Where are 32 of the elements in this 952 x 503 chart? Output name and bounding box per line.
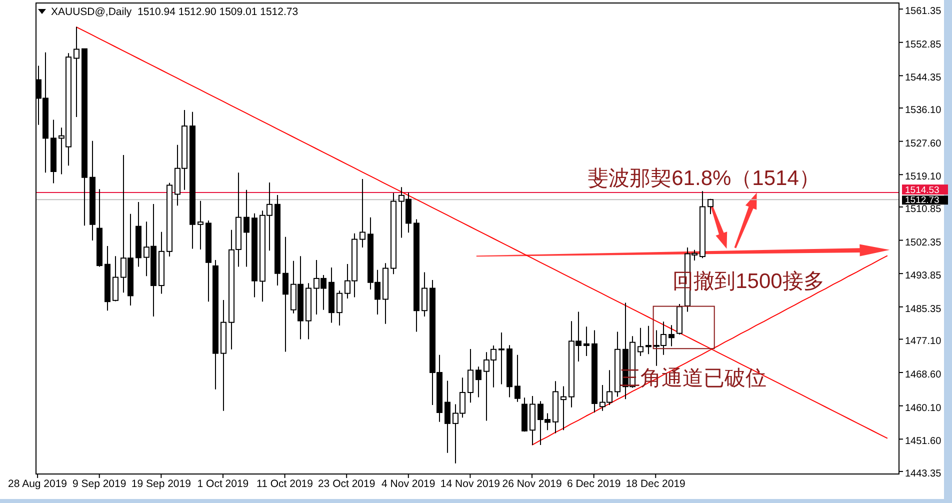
price-label: 1512.73 — [902, 195, 948, 206]
y-tick-label: 1519.10 — [905, 172, 942, 183]
x-tick-label: 4 Nov 2019 — [382, 478, 436, 490]
y-tick-label: 1443.35 — [905, 468, 942, 480]
x-tick-label: 18 Dec 2019 — [626, 478, 686, 490]
y-tick-label: 1502.35 — [905, 237, 942, 248]
ref-line-label: 1514.53 — [905, 185, 940, 196]
x-tick-label: 23 Oct 2019 — [318, 478, 376, 490]
x-tick-label: 14 Nov 2019 — [440, 478, 500, 490]
y-tick-label: 1552.85 — [905, 39, 942, 50]
y-tick-label: 1561.35 — [905, 6, 942, 18]
y-tick-label: 1468.60 — [905, 370, 942, 381]
x-tick-label: 11 Oct 2019 — [256, 478, 314, 490]
x-tick-label: 9 Sep 2019 — [72, 478, 126, 490]
y-tick-label: 1510.85 — [905, 204, 942, 215]
annotation: 斐波那契61.8%（1514） — [588, 167, 820, 190]
y-tick-label: 1485.35 — [905, 304, 942, 315]
x-tick-label: 19 Sep 2019 — [131, 478, 192, 490]
y-tick-label: 1460.10 — [905, 402, 942, 414]
chart-title: XAUUSD@,Daily 1510.94 1512.90 1509.01 1512.73 — [51, 6, 298, 18]
x-tick-label: 6 Dec 2019 — [566, 478, 621, 490]
y-tick-label: 1493.85 — [905, 270, 942, 282]
y-tick-label: 1527.60 — [905, 138, 942, 150]
ref-line-label: 1512.73 — [905, 195, 940, 206]
price-label: 1514.53 — [902, 184, 948, 196]
x-tick-label: 1 Oct 2019 — [197, 478, 249, 490]
y-tick-label: 1544.35 — [905, 72, 942, 84]
y-tick-label: 1451.60 — [905, 436, 942, 448]
y-tick-label: 1477.10 — [905, 336, 942, 348]
x-tick-label: 28 Aug 2019 — [8, 478, 68, 490]
x-tick-label: 26 Nov 2019 — [502, 478, 562, 490]
y-tick-label: 1536.10 — [905, 105, 942, 116]
